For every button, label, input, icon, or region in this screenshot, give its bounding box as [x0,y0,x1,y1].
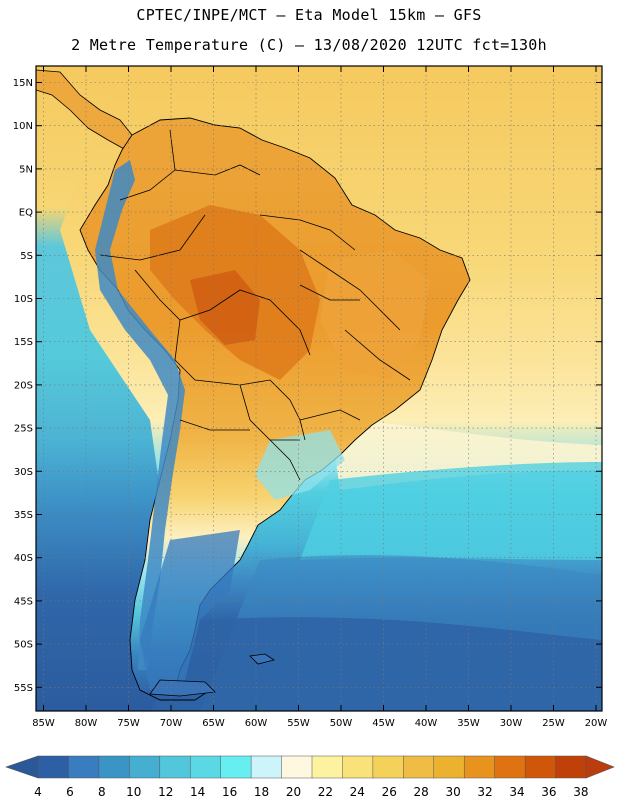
lon-label: 25W [542,718,565,729]
lon-label: 45W [372,718,395,729]
lon-label: 40W [415,718,438,729]
lat-label: 10S [14,294,33,305]
axis-ticks [36,66,602,711]
colorbar-swatch [555,755,587,779]
colorbar-swatch [220,755,252,779]
lat-label: 25S [14,424,33,435]
colorbar-label: 16 [222,785,237,799]
colorbar-swatch [342,755,374,779]
colorbar-label: 30 [445,785,460,799]
lat-label: 50S [14,640,33,651]
colorbar-swatch [494,755,526,779]
tierra-del-fuego [149,679,216,697]
colorbar-label: 12 [158,785,173,799]
colorbar-label: 28 [414,785,429,799]
title-line-2: 2 Metre Temperature (C) – 13/08/2020 12U… [71,36,547,54]
colorbar-label: 6 [66,785,74,799]
colorbar-swatch [433,755,465,779]
ocean-cyan-band [300,462,602,560]
lon-label: 75W [117,718,140,729]
colorbar-label: 20 [286,785,301,799]
title-line-1: CPTEC/INPE/MCT – Eta Model 15km – GFS [136,6,482,24]
lon-label: 85W [32,718,55,729]
colorbar-swatch [311,755,343,779]
lat-label: 15S [14,337,33,348]
colorbar-label: 8 [98,785,106,799]
lat-label: 20S [14,380,33,391]
colorbar-swatch [129,755,161,779]
lat-label: 10N [13,121,33,132]
hottest-core [190,270,260,345]
colorbar-swatch [524,755,557,779]
lon-label: 70W [160,718,183,729]
lon-label: 55W [287,718,310,729]
lat-label: 45S [14,596,33,607]
colorbar-swatch [98,755,130,779]
lat-label: 5N [19,164,33,175]
lon-label: 65W [202,718,225,729]
lat-label: 30S [14,467,33,478]
colorbar-label: 26 [382,785,397,799]
lat-label: 55S [14,683,33,694]
andes-cold-strip [95,160,185,670]
brazil-plateau [320,250,430,380]
colorbar-label: 18 [254,785,269,799]
longitude-labels: 85W 80W 75W 70W 65W 60W 55W 50W 45W 40W 35W 30W 25W 2… [32,718,607,729]
colorbar-above-arrow [585,755,615,779]
colorbar-swatch [463,755,496,779]
colorbar-label: 36 [541,785,556,799]
colorbar-swatch [68,755,100,779]
colorbar-label: 22 [318,785,333,799]
ocean-warm-band [330,420,602,490]
patagonia-cold [140,530,240,690]
colorbar-label: 24 [350,785,365,799]
lon-label: 35W [457,718,480,729]
lat-label: EQ [19,208,33,219]
lon-label: 20W [585,718,608,729]
lat-label: 35S [14,510,33,521]
lat-label: 15N [13,78,33,89]
colorbar-label: 34 [509,785,524,799]
colorbar-swatch [403,755,435,779]
colorbar-swatch [372,755,404,779]
colorbar: 4 6 8 10 12 14 16 18 20 22 24 26 28 30 32 34 36 38 [5,755,615,799]
colorbar-below-arrow [5,755,39,779]
ocean-deep-band [150,617,602,711]
colorbar-label: 32 [477,785,492,799]
lon-label: 80W [75,718,98,729]
lat-label: 5S [20,251,33,262]
lat-label: 40S [14,553,33,564]
colorbar-swatch [189,755,222,779]
latitude-labels: 15N 10N 5N EQ 5S 10S 15S 20S 25S 30S 35S 40S 45S 50S 5… [13,78,33,694]
colorbar-swatch [250,755,283,779]
lon-label: 30W [500,718,523,729]
colorbar-label: 10 [126,785,141,799]
colorbar-label: 38 [573,785,588,799]
country-borders [99,129,411,481]
colorbar-swatch [159,755,191,779]
ocean-pacific [36,66,170,711]
colorbar-swatch [281,755,313,779]
colorbar-swatch [37,755,69,779]
lon-label: 60W [245,718,268,729]
colorbar-label: 14 [190,785,205,799]
plot-frame [35,65,603,712]
colorbar-label: 4 [34,785,42,799]
lon-label: 50W [330,718,353,729]
